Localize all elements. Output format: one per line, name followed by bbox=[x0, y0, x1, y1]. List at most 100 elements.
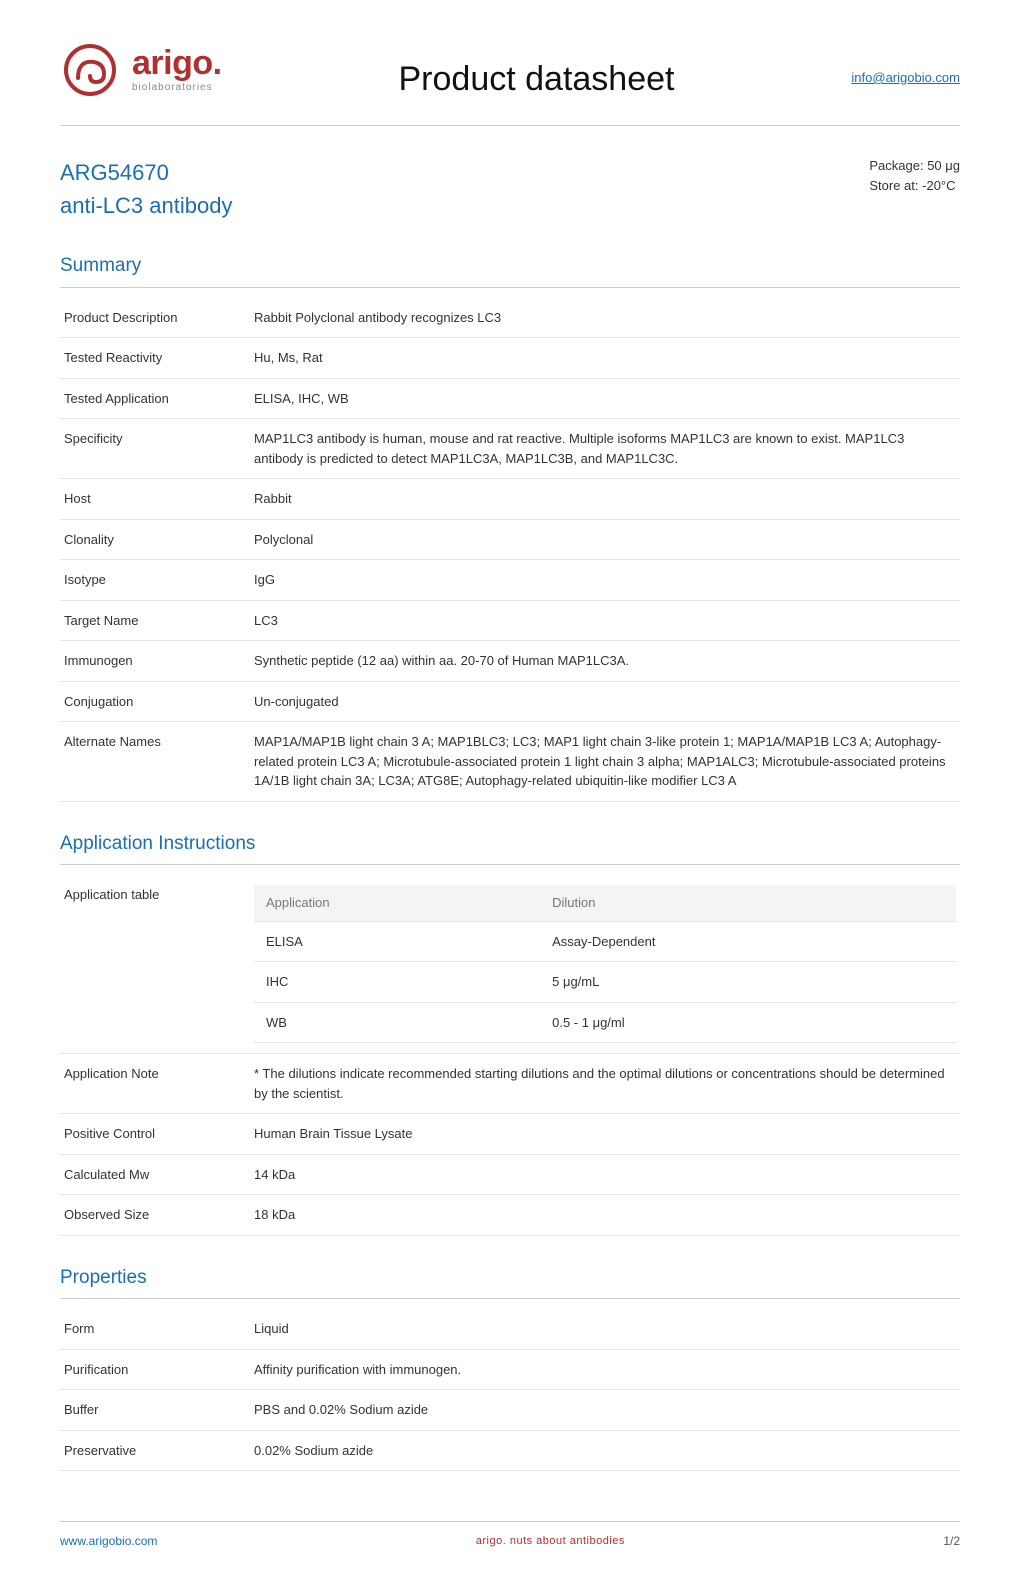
row-value: MAP1A/MAP1B light chain 3 A; MAP1BLC3; L… bbox=[250, 722, 960, 802]
row-key: Specificity bbox=[60, 419, 250, 479]
table-row: IHC 5 μg/mL bbox=[254, 962, 956, 1003]
row-key: Purification bbox=[60, 1349, 250, 1390]
table-row: Preservative0.02% Sodium azide bbox=[60, 1430, 960, 1471]
row-key: Isotype bbox=[60, 560, 250, 601]
page-footer: www.arigobio.com arigo. nuts about antib… bbox=[60, 1521, 960, 1550]
row-key: Immunogen bbox=[60, 641, 250, 682]
properties-table: FormLiquid PurificationAffinity purifica… bbox=[60, 1309, 960, 1471]
row-value: Rabbit bbox=[250, 479, 960, 520]
store-label: Store at: bbox=[869, 178, 918, 193]
row-key: Calculated Mw bbox=[60, 1154, 250, 1195]
table-row: Target NameLC3 bbox=[60, 600, 960, 641]
package-value: 50 μg bbox=[927, 158, 960, 173]
row-value: ELISA, IHC, WB bbox=[250, 378, 960, 419]
package-line: Package: 50 μg bbox=[869, 156, 960, 176]
package-block: Package: 50 μg Store at: -20°C bbox=[869, 156, 960, 195]
row-value: 18 kDa bbox=[250, 1195, 960, 1236]
application-instructions-table: Application table Application Dilution E… bbox=[60, 875, 960, 1236]
table-row: FormLiquid bbox=[60, 1309, 960, 1349]
row-value: Rabbit Polyclonal antibody recognizes LC… bbox=[250, 298, 960, 338]
logo-subtext: biolaboratories bbox=[132, 80, 222, 95]
store-value: -20°C bbox=[922, 178, 955, 193]
col-header-dilution: Dilution bbox=[540, 885, 956, 921]
row-key: Tested Reactivity bbox=[60, 338, 250, 379]
row-key: Application Note bbox=[60, 1054, 250, 1114]
row-key: Host bbox=[60, 479, 250, 520]
row-value: Un-conjugated bbox=[250, 681, 960, 722]
row-key: Target Name bbox=[60, 600, 250, 641]
table-row: PurificationAffinity purification with i… bbox=[60, 1349, 960, 1390]
footer-tagline: arigo. nuts about antibodies bbox=[476, 1533, 625, 1550]
section-title-application: Application Instructions bbox=[60, 830, 960, 866]
table-row: SpecificityMAP1LC3 antibody is human, mo… bbox=[60, 419, 960, 479]
dilution-cell: 0.5 - 1 μg/ml bbox=[540, 1002, 956, 1043]
table-row: WB 0.5 - 1 μg/ml bbox=[254, 1002, 956, 1043]
row-value: Liquid bbox=[250, 1309, 960, 1349]
package-label: Package: bbox=[869, 158, 923, 173]
row-value: 0.02% Sodium azide bbox=[250, 1430, 960, 1471]
info-email-link[interactable]: info@arigobio.com bbox=[851, 68, 960, 88]
table-row: Calculated Mw14 kDa bbox=[60, 1154, 960, 1195]
table-header-row: Application Dilution bbox=[254, 885, 956, 921]
row-value: LC3 bbox=[250, 600, 960, 641]
table-row: Application Note* The dilutions indicate… bbox=[60, 1054, 960, 1114]
row-key: Product Description bbox=[60, 298, 250, 338]
row-key: Observed Size bbox=[60, 1195, 250, 1236]
row-key: Tested Application bbox=[60, 378, 250, 419]
table-row: ConjugationUn-conjugated bbox=[60, 681, 960, 722]
product-name: anti-LC3 antibody bbox=[60, 189, 232, 222]
product-title-block: ARG54670 anti-LC3 antibody bbox=[60, 156, 232, 222]
row-value: Polyclonal bbox=[250, 519, 960, 560]
section-title-summary: Summary bbox=[60, 252, 960, 288]
page-title: Product datasheet bbox=[222, 54, 852, 105]
product-id: ARG54670 bbox=[60, 156, 232, 189]
table-row: Positive ControlHuman Brain Tissue Lysat… bbox=[60, 1114, 960, 1155]
page-number: 1/2 bbox=[943, 1532, 960, 1550]
row-value: * The dilutions indicate recommended sta… bbox=[250, 1054, 960, 1114]
row-value: IgG bbox=[250, 560, 960, 601]
row-key: Buffer bbox=[60, 1390, 250, 1431]
table-row: Alternate NamesMAP1A/MAP1B light chain 3… bbox=[60, 722, 960, 802]
row-value: Synthetic peptide (12 aa) within aa. 20-… bbox=[250, 641, 960, 682]
row-key: Positive Control bbox=[60, 1114, 250, 1155]
logo-text: arigo. bbox=[132, 46, 222, 80]
summary-table: Product DescriptionRabbit Polyclonal ant… bbox=[60, 298, 960, 802]
table-row: HostRabbit bbox=[60, 479, 960, 520]
row-key: Clonality bbox=[60, 519, 250, 560]
table-row: Tested ReactivityHu, Ms, Rat bbox=[60, 338, 960, 379]
row-key: Form bbox=[60, 1309, 250, 1349]
table-row: Observed Size18 kDa bbox=[60, 1195, 960, 1236]
row-key: Preservative bbox=[60, 1430, 250, 1471]
brand-logo-icon bbox=[60, 40, 120, 100]
row-value: 14 kDa bbox=[250, 1154, 960, 1195]
row-value: Application Dilution ELISA Assay-Depende… bbox=[250, 875, 960, 1054]
table-row: BufferPBS and 0.02% Sodium azide bbox=[60, 1390, 960, 1431]
app-cell: WB bbox=[254, 1002, 540, 1043]
table-row: ELISA Assay-Dependent bbox=[254, 921, 956, 962]
row-value: Human Brain Tissue Lysate bbox=[250, 1114, 960, 1155]
section-title-properties: Properties bbox=[60, 1264, 960, 1300]
table-row: ClonalityPolyclonal bbox=[60, 519, 960, 560]
row-key: Alternate Names bbox=[60, 722, 250, 802]
row-value: MAP1LC3 antibody is human, mouse and rat… bbox=[250, 419, 960, 479]
app-cell: IHC bbox=[254, 962, 540, 1003]
logo-text-block: arigo. biolaboratories bbox=[132, 46, 222, 95]
col-header-application: Application bbox=[254, 885, 540, 921]
row-key: Application table bbox=[60, 875, 250, 1054]
app-cell: ELISA bbox=[254, 921, 540, 962]
table-row: Application table Application Dilution E… bbox=[60, 875, 960, 1054]
table-row: Tested ApplicationELISA, IHC, WB bbox=[60, 378, 960, 419]
table-row: ImmunogenSynthetic peptide (12 aa) withi… bbox=[60, 641, 960, 682]
page-header: arigo. biolaboratories Product datasheet… bbox=[60, 40, 960, 126]
dilution-cell: Assay-Dependent bbox=[540, 921, 956, 962]
row-value: Affinity purification with immunogen. bbox=[250, 1349, 960, 1390]
footer-website-link[interactable]: www.arigobio.com bbox=[60, 1532, 157, 1550]
row-key: Conjugation bbox=[60, 681, 250, 722]
store-line: Store at: -20°C bbox=[869, 176, 960, 196]
product-header: ARG54670 anti-LC3 antibody Package: 50 μ… bbox=[60, 156, 960, 222]
logo-block: arigo. biolaboratories bbox=[60, 40, 222, 100]
table-row: IsotypeIgG bbox=[60, 560, 960, 601]
table-row: Product DescriptionRabbit Polyclonal ant… bbox=[60, 298, 960, 338]
application-table: Application Dilution ELISA Assay-Depende… bbox=[254, 885, 956, 1043]
row-value: PBS and 0.02% Sodium azide bbox=[250, 1390, 960, 1431]
